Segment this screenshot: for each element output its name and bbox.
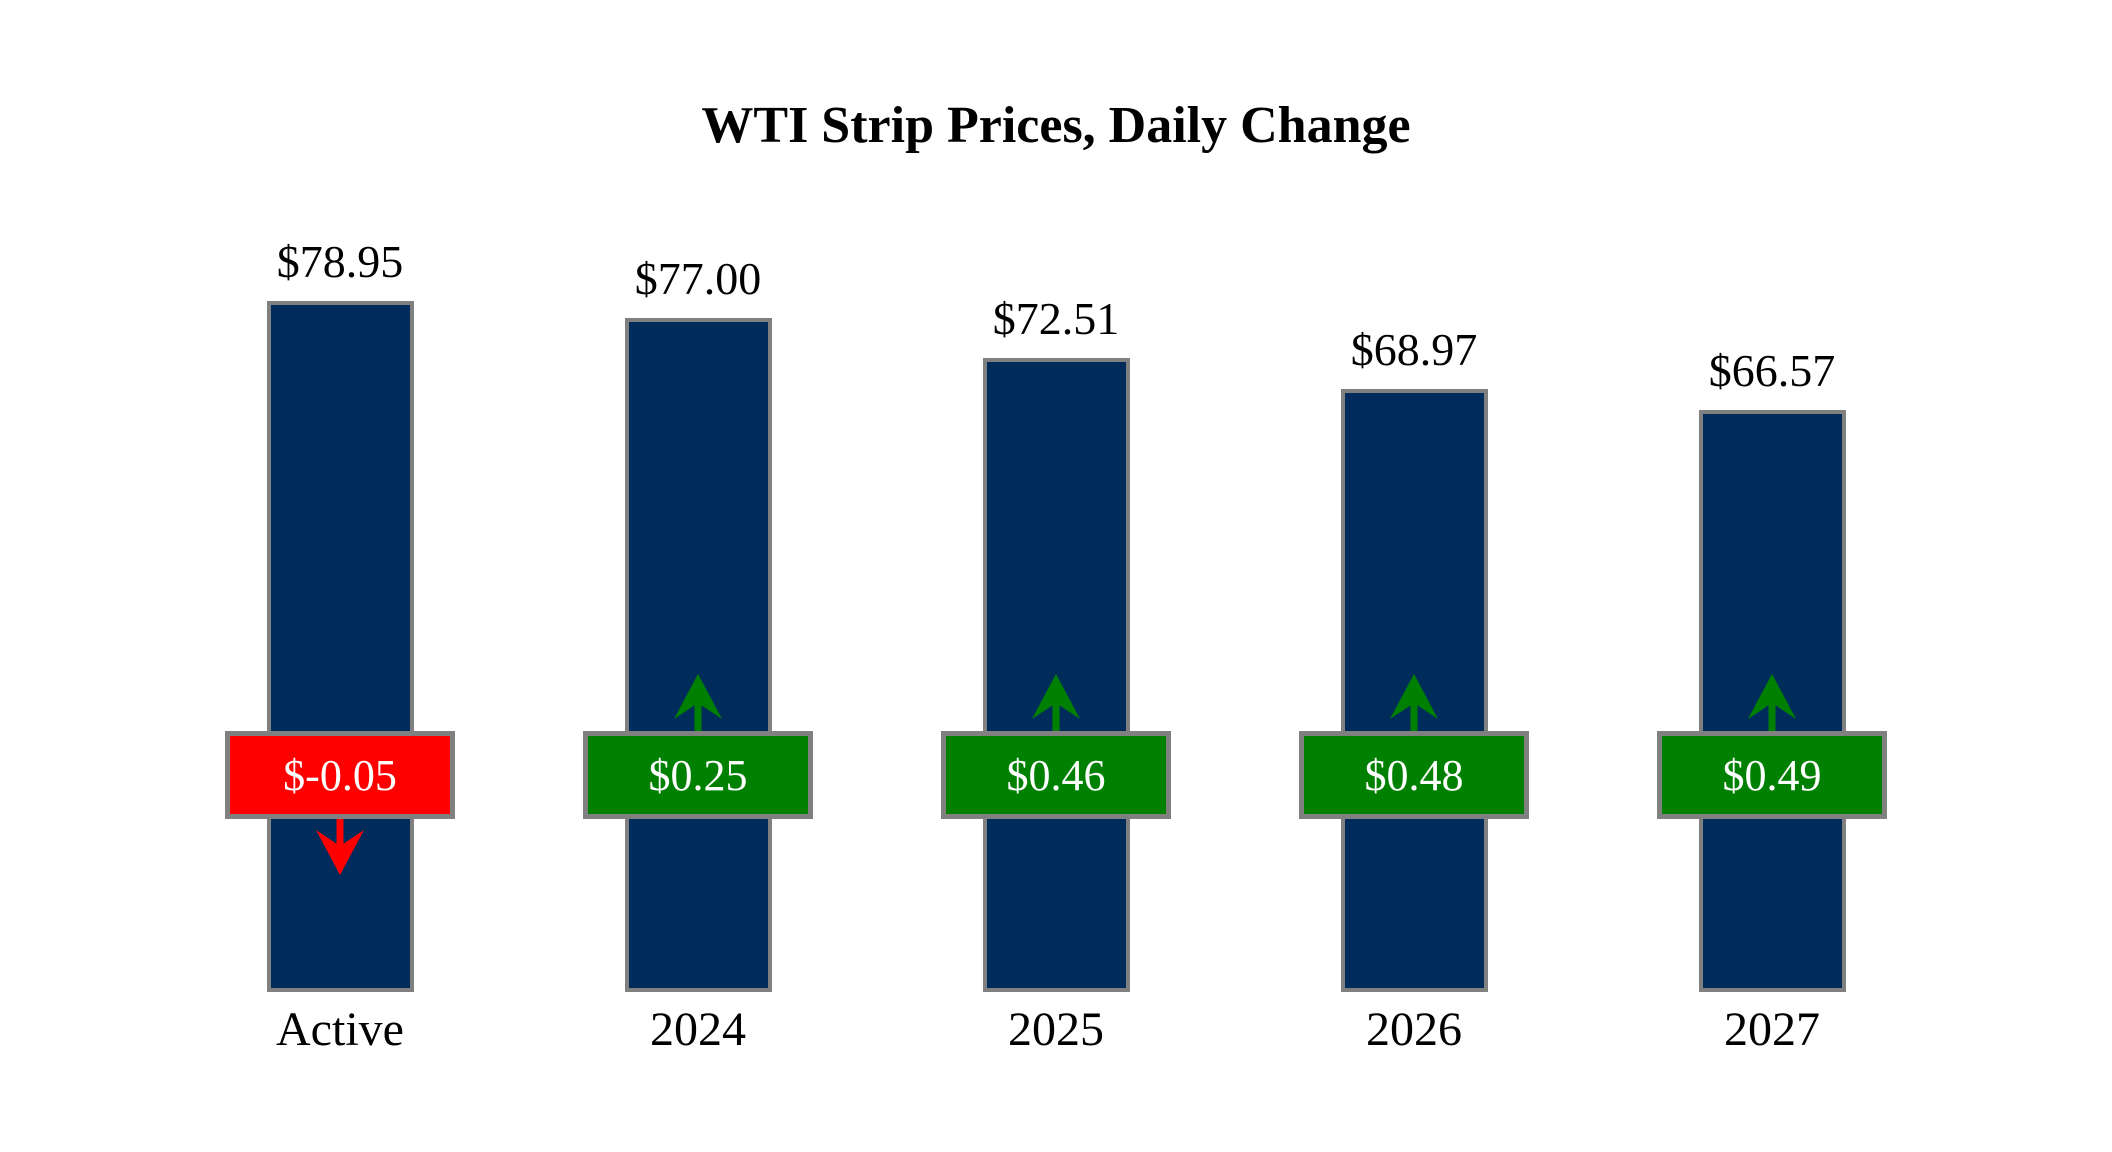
price-label: $77.00 xyxy=(634,253,762,304)
price-label: $66.57 xyxy=(1708,345,1836,396)
price-bar xyxy=(624,318,772,992)
change-badge: $0.49 xyxy=(1657,731,1887,819)
change-badge: $0.48 xyxy=(1299,731,1529,819)
price-label: $68.97 xyxy=(1350,324,1478,375)
change-badge: $0.46 xyxy=(941,731,1171,819)
change-badge: $-0.05 xyxy=(225,731,455,819)
category-label: 2025 xyxy=(1008,1003,1104,1056)
category-label: 2026 xyxy=(1366,1003,1462,1056)
price-label: $78.95 xyxy=(276,236,404,287)
up-arrow xyxy=(669,674,727,732)
change-badge-label: $0.46 xyxy=(1006,750,1106,800)
down-arrow-icon xyxy=(316,819,364,875)
change-badge: $0.25 xyxy=(583,731,813,819)
change-badge-label: $0.48 xyxy=(1364,750,1464,800)
up-arrow-icon xyxy=(1748,674,1796,732)
up-arrow xyxy=(1385,674,1443,732)
up-arrow-icon xyxy=(674,674,722,732)
category-label: 2027 xyxy=(1724,1003,1820,1056)
chart-title: WTI Strip Prices, Daily Change xyxy=(701,97,1411,154)
change-badge-label: $-0.05 xyxy=(283,750,397,800)
up-arrow xyxy=(1743,674,1801,732)
change-badge-label: $0.25 xyxy=(648,750,748,800)
up-arrow xyxy=(1027,674,1085,732)
up-arrow-icon xyxy=(1032,674,1080,732)
change-badge-label: $0.49 xyxy=(1722,750,1822,800)
down-arrow xyxy=(311,819,369,875)
price-bar xyxy=(266,301,414,992)
price-label: $72.51 xyxy=(992,293,1120,344)
category-label: Active xyxy=(276,1003,404,1056)
up-arrow-icon xyxy=(1390,674,1438,732)
category-label: 2024 xyxy=(650,1003,746,1056)
